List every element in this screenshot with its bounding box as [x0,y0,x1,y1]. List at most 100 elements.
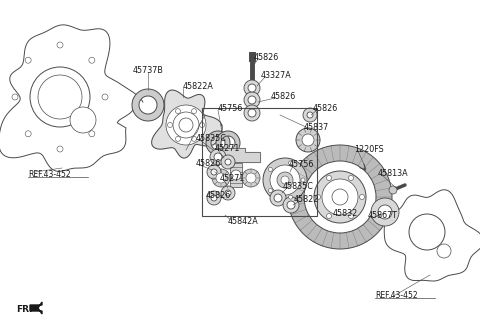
Circle shape [211,195,217,201]
Circle shape [173,112,199,138]
Circle shape [176,136,180,141]
Circle shape [288,161,293,165]
Circle shape [25,131,31,137]
Text: 1220FS: 1220FS [354,145,384,154]
Circle shape [176,109,180,114]
Polygon shape [0,25,143,171]
Bar [230,163,242,187]
Circle shape [168,122,172,127]
Circle shape [38,75,82,119]
Text: 45756: 45756 [218,104,243,113]
Circle shape [326,213,332,218]
Text: 45835C: 45835C [196,133,227,143]
Circle shape [348,175,353,180]
Circle shape [57,42,63,48]
Text: 45826: 45826 [196,159,221,167]
Circle shape [314,171,366,223]
Circle shape [268,189,273,193]
Circle shape [242,169,260,187]
Circle shape [303,108,317,122]
Text: 43327A: 43327A [261,71,292,79]
Circle shape [214,153,222,161]
Circle shape [437,244,451,258]
Text: 45822: 45822 [294,196,319,205]
Circle shape [287,201,295,209]
Circle shape [315,195,321,200]
Text: 45826: 45826 [206,191,231,200]
Text: 45271: 45271 [220,173,245,182]
Circle shape [102,94,108,100]
Text: FR.: FR. [16,305,33,313]
Circle shape [332,189,348,205]
Circle shape [270,190,286,206]
Text: 45271: 45271 [215,144,240,153]
Circle shape [57,146,63,152]
Polygon shape [215,148,260,162]
Circle shape [200,122,204,127]
Circle shape [248,109,256,117]
Circle shape [30,67,90,127]
Circle shape [270,165,300,195]
Circle shape [307,112,313,118]
Circle shape [211,169,217,175]
Circle shape [221,186,235,200]
Circle shape [25,57,31,63]
Circle shape [326,175,332,180]
Text: 45832: 45832 [333,209,358,217]
Circle shape [207,165,221,179]
Circle shape [409,214,445,250]
Circle shape [192,109,196,114]
Circle shape [246,173,256,183]
Text: 45842A: 45842A [228,216,259,225]
Circle shape [268,167,273,171]
Circle shape [263,158,307,202]
Circle shape [216,173,226,183]
Circle shape [70,107,96,133]
Text: REF.43-452: REF.43-452 [28,169,71,178]
Circle shape [231,170,241,180]
Text: 45867T: 45867T [368,212,398,220]
Circle shape [360,195,364,200]
Polygon shape [152,90,222,158]
Circle shape [12,94,18,100]
Text: REF.43-452: REF.43-452 [375,291,418,300]
Text: 45737B: 45737B [132,66,163,74]
Circle shape [89,131,95,137]
Circle shape [192,136,196,141]
Text: 45837: 45837 [304,122,329,131]
Circle shape [302,134,314,146]
Text: 45826: 45826 [271,91,296,101]
Circle shape [207,191,221,205]
Bar [202,108,317,216]
Circle shape [322,179,358,215]
Circle shape [244,80,260,96]
Circle shape [244,92,260,108]
Text: 45826: 45826 [313,104,338,113]
Circle shape [221,155,235,169]
Circle shape [225,159,231,165]
Text: 45826: 45826 [254,53,279,62]
Circle shape [166,105,206,145]
Text: 45822A: 45822A [183,81,214,90]
Text: 45813A: 45813A [378,168,408,177]
Circle shape [389,186,397,194]
Circle shape [281,176,289,184]
Circle shape [210,149,226,165]
Circle shape [371,198,399,226]
Circle shape [274,194,282,202]
Polygon shape [384,190,480,281]
Circle shape [248,96,256,104]
Polygon shape [30,302,42,314]
Circle shape [248,84,256,92]
Circle shape [288,195,293,199]
Circle shape [89,57,95,63]
Circle shape [212,169,230,187]
Circle shape [225,190,231,196]
Text: 45835C: 45835C [283,181,314,191]
Circle shape [378,205,392,219]
Circle shape [179,118,193,132]
Circle shape [296,128,320,152]
Circle shape [283,197,299,213]
Circle shape [244,105,260,121]
Circle shape [301,178,305,182]
